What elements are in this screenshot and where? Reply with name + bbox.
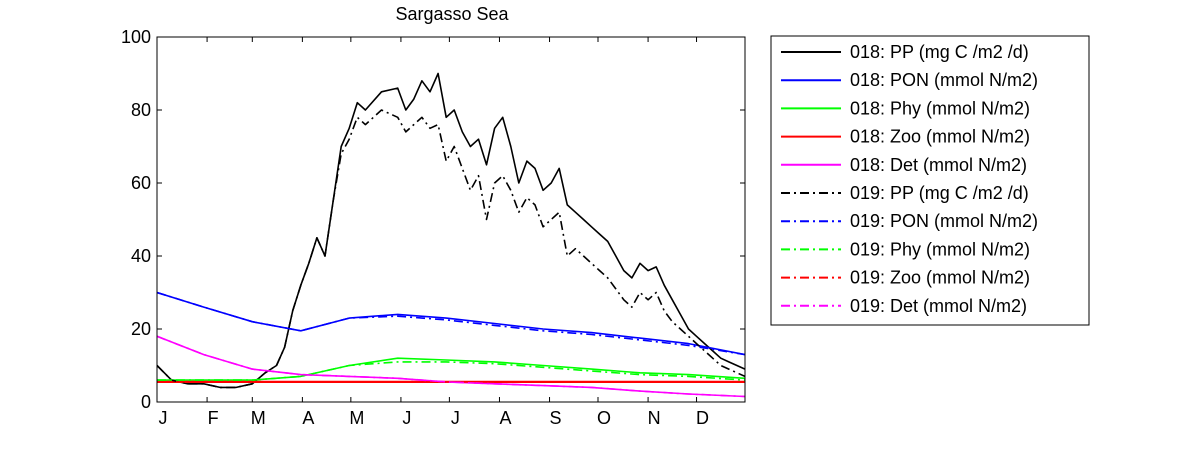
series-line-10 (157, 335, 745, 398)
y-tick-label: 0 (141, 392, 151, 412)
legend-label-2: 018: PON (mmol N/m2) (850, 70, 1038, 90)
x-tick-label: M (349, 408, 364, 428)
legend-label-4: 018: Zoo (mmol N/m2) (850, 127, 1030, 147)
legend-label-8: 019: Phy (mmol N/m2) (850, 239, 1030, 259)
x-tick-label: F (208, 408, 219, 428)
series-line-6 (157, 109, 745, 389)
legend: 018: PP (mg C /m2 /d) 018: PON (mmol N/m2… (770, 35, 1090, 326)
series-line-1 (157, 72, 745, 389)
plot-frame (156, 36, 746, 403)
x-tick-label: D (696, 408, 709, 428)
legend-label-6: 019: PP (mg C /m2 /d) (850, 183, 1029, 203)
legend-label-5: 018: Det (mmol N/m2) (850, 155, 1027, 175)
legend-label-9: 019: Zoo (mmol N/m2) (850, 268, 1030, 288)
y-tick-label: 20 (131, 319, 151, 339)
x-tick-label: A (302, 408, 314, 428)
chart-title: Sargasso Sea (395, 4, 509, 24)
legend-label-3: 018: Phy (mmol N/m2) (850, 98, 1030, 118)
y-tick-label: 100 (121, 27, 151, 47)
x-tick-label: O (597, 408, 611, 428)
series-line-8 (157, 361, 745, 381)
x-tick-label: A (499, 408, 511, 428)
legend-label-7: 019: PON (mmol N/m2) (850, 211, 1038, 231)
series-layer (157, 72, 745, 398)
x-tick-label: N (648, 408, 661, 428)
x-tick-label: M (251, 408, 266, 428)
x-tick-label: J (402, 408, 411, 428)
legend-label-10: 019: Det (mmol N/m2) (850, 296, 1027, 316)
y-tick-label: 40 (131, 246, 151, 266)
y-tick-label: 80 (131, 100, 151, 120)
y-axis: 0 20 40 60 80 100 (121, 27, 745, 412)
x-tick-label: J (159, 408, 168, 428)
y-tick-label: 60 (131, 173, 151, 193)
series-line-7 (157, 291, 745, 356)
legend-label-1: 018: PP (mg C /m2 /d) (850, 42, 1029, 62)
x-tick-label: J (451, 408, 460, 428)
x-tick-label: S (550, 408, 562, 428)
